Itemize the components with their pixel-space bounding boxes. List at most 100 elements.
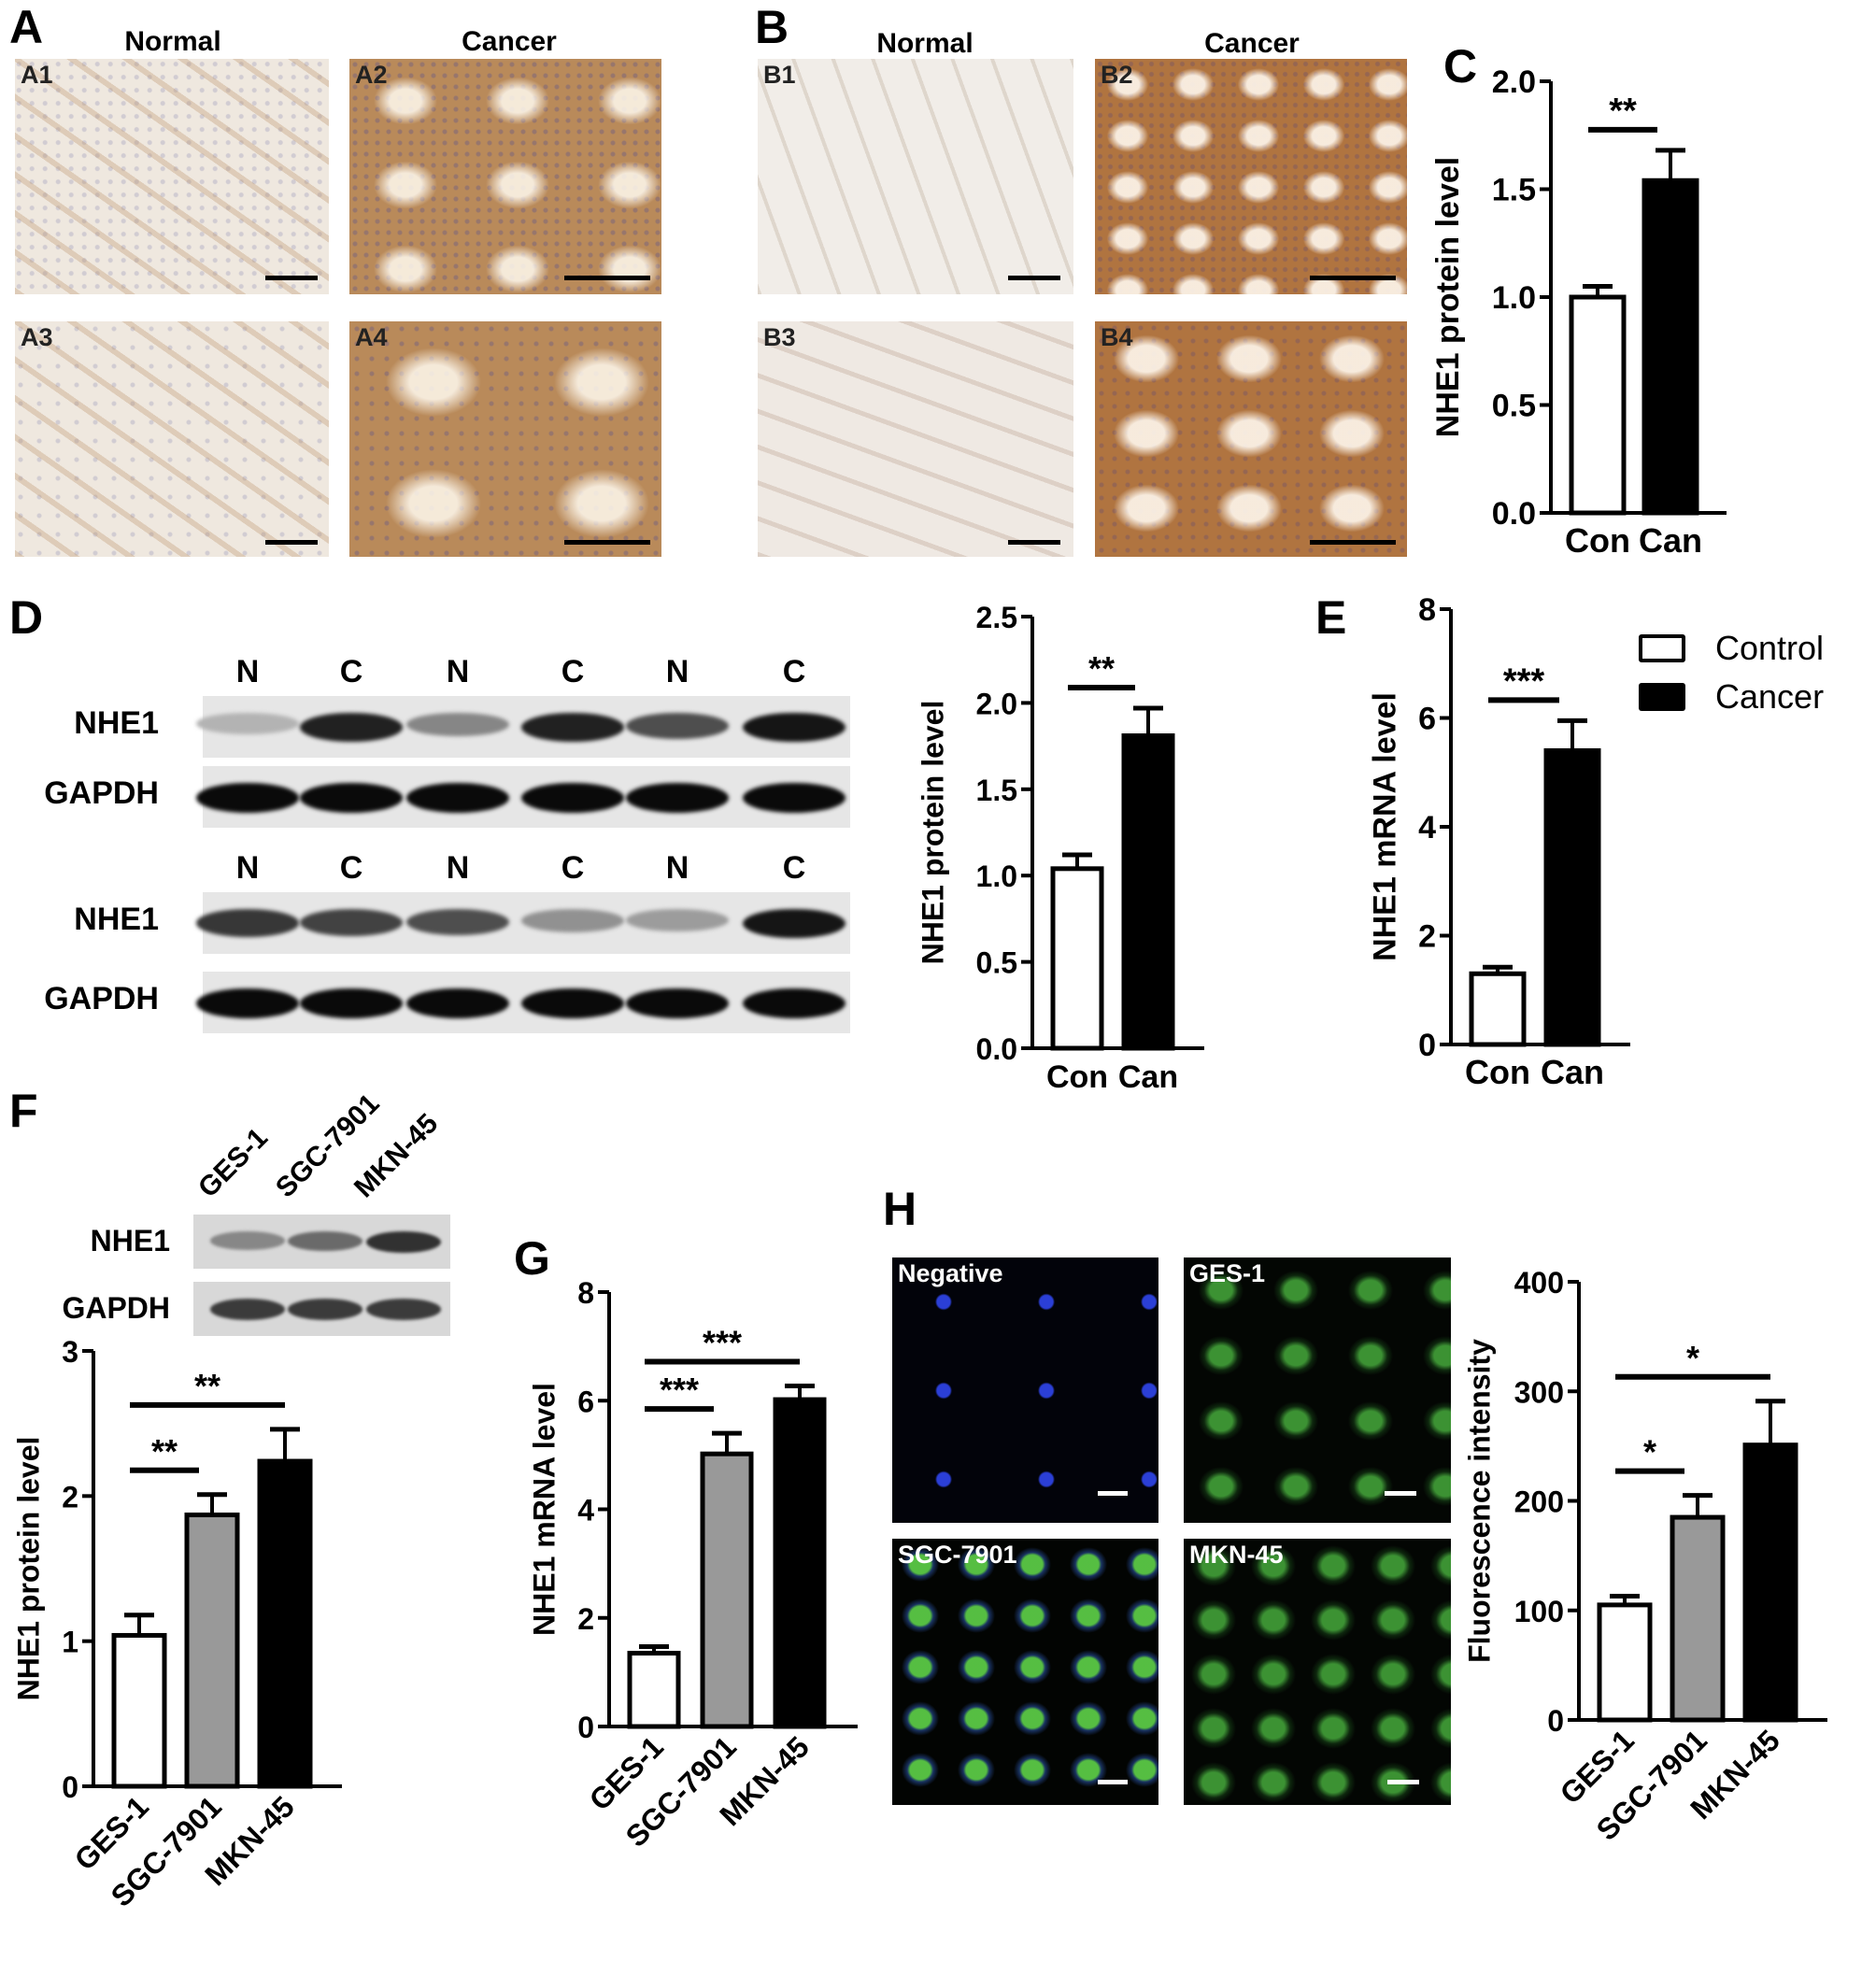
significance-label: **	[151, 1432, 178, 1471]
protein-band	[300, 783, 403, 813]
y-axis-label: NHE1 protein level	[11, 1437, 45, 1701]
y-tick-label: 2.5	[976, 601, 1017, 634]
bar-sgc-7901	[184, 1513, 240, 1789]
y-tick-label: 2	[1418, 919, 1436, 955]
y-tick-label: 1.5	[976, 774, 1017, 807]
protein-band	[210, 1231, 285, 1250]
image-label: A1	[21, 61, 53, 89]
blot-row-label: NHE1	[74, 902, 159, 937]
lane-label: N	[446, 850, 470, 886]
image-label: B3	[763, 323, 796, 351]
scale-bar	[1310, 540, 1396, 545]
image-label: SGC-7901	[898, 1541, 1017, 1569]
y-tick-label: 0	[1547, 1704, 1564, 1738]
y-tick-label: 200	[1514, 1485, 1564, 1519]
lane-label: N	[665, 654, 689, 689]
bar-ges-1	[627, 1651, 681, 1729]
bar-can	[1642, 178, 1699, 516]
legend: Control Cancer	[1639, 624, 1824, 721]
x-tick-label: Con	[1565, 521, 1630, 560]
protein-band	[743, 713, 846, 743]
significance-label: **	[1088, 649, 1115, 688]
protein-band	[626, 783, 729, 813]
panel-label-h: H	[883, 1183, 917, 1235]
lane-label: C	[782, 654, 806, 689]
protein-band	[406, 909, 509, 936]
blot-strip	[196, 696, 850, 758]
panel-label-b: B	[755, 1, 789, 53]
y-axis-label: NHE1 protein level	[1430, 157, 1466, 437]
scale-bar	[1098, 1780, 1128, 1784]
legend-label: Control	[1715, 629, 1825, 667]
bar-can	[1121, 733, 1175, 1051]
protein-band	[406, 713, 509, 737]
protein-band	[288, 1299, 362, 1320]
legend-swatch	[1639, 634, 1685, 662]
bar-ges-1	[111, 1632, 167, 1789]
blot-strip	[196, 766, 850, 828]
y-axis-label: Fluorescence intensity	[1462, 1339, 1496, 1663]
protein-band	[366, 1299, 441, 1320]
column-title-cancer: Cancer	[462, 26, 557, 57]
y-tick-label: 0	[577, 1711, 594, 1744]
protein-band	[743, 988, 846, 1018]
protein-band	[626, 988, 729, 1018]
scale-bar	[265, 540, 318, 545]
bar-sgc-7901	[700, 1451, 754, 1729]
fluorescence-mkn45: MKN-45	[1184, 1539, 1451, 1805]
bar-con	[1569, 294, 1627, 516]
protein-band	[196, 713, 299, 734]
legend-item-cancer: Cancer	[1639, 673, 1824, 721]
y-tick-label: 8	[577, 1276, 594, 1310]
y-tick-label: 400	[1514, 1266, 1564, 1300]
y-tick-label: 0.5	[976, 946, 1017, 980]
lane-label: C	[561, 850, 585, 886]
y-tick-label: 0	[62, 1770, 78, 1804]
blot-row-label: NHE1	[90, 1224, 170, 1257]
protein-band	[521, 988, 624, 1018]
image-label: B4	[1101, 323, 1133, 351]
lane-label: N	[235, 850, 260, 886]
image-label: MKN-45	[1189, 1541, 1284, 1569]
x-tick-label: Can	[1118, 1059, 1178, 1095]
bar-ges-1	[1597, 1602, 1653, 1723]
blot-row-label: GAPDH	[44, 775, 159, 811]
legend-label: Cancer	[1715, 677, 1825, 716]
image-label: A4	[355, 323, 388, 351]
x-tick-label: Can	[1639, 521, 1702, 560]
legend-item-control: Control	[1639, 624, 1824, 673]
panel-label-c: C	[1443, 40, 1478, 92]
image-label: A3	[21, 323, 53, 351]
bar-con	[1050, 866, 1104, 1051]
protein-band	[196, 783, 299, 813]
protein-band	[521, 713, 624, 742]
protein-band	[300, 988, 403, 1018]
bar-mkn-45	[257, 1458, 313, 1789]
column-title-normal: Normal	[124, 26, 221, 57]
x-tick-label: Con	[1046, 1059, 1108, 1095]
y-tick-label: 2.0	[1492, 64, 1536, 100]
y-tick-label: 2	[577, 1602, 594, 1636]
image-label: B1	[763, 61, 796, 89]
lane-label: C	[339, 850, 363, 886]
y-tick-label: 1	[62, 1626, 78, 1659]
panel-label-g: G	[514, 1232, 550, 1285]
bar-mkn-45	[1742, 1442, 1798, 1723]
lane-label: C	[561, 654, 585, 689]
y-axis-label: NHE1 mRNA level	[527, 1383, 561, 1636]
significance-label: ***	[1503, 661, 1545, 701]
micrograph-b1: B1	[758, 59, 1073, 294]
y-tick-label: 3	[62, 1335, 78, 1369]
blot-strip	[196, 892, 850, 954]
image-label: B2	[1101, 61, 1133, 89]
bar-mkn-45	[773, 1397, 827, 1729]
y-tick-label: 0.5	[1492, 389, 1536, 424]
protein-band	[626, 713, 729, 740]
protein-band	[743, 909, 846, 939]
y-tick-label: 4	[1418, 810, 1436, 845]
protein-band	[626, 909, 729, 932]
protein-band	[300, 909, 403, 936]
y-tick-label: 100	[1514, 1595, 1564, 1628]
panel-label-f: F	[9, 1085, 38, 1137]
